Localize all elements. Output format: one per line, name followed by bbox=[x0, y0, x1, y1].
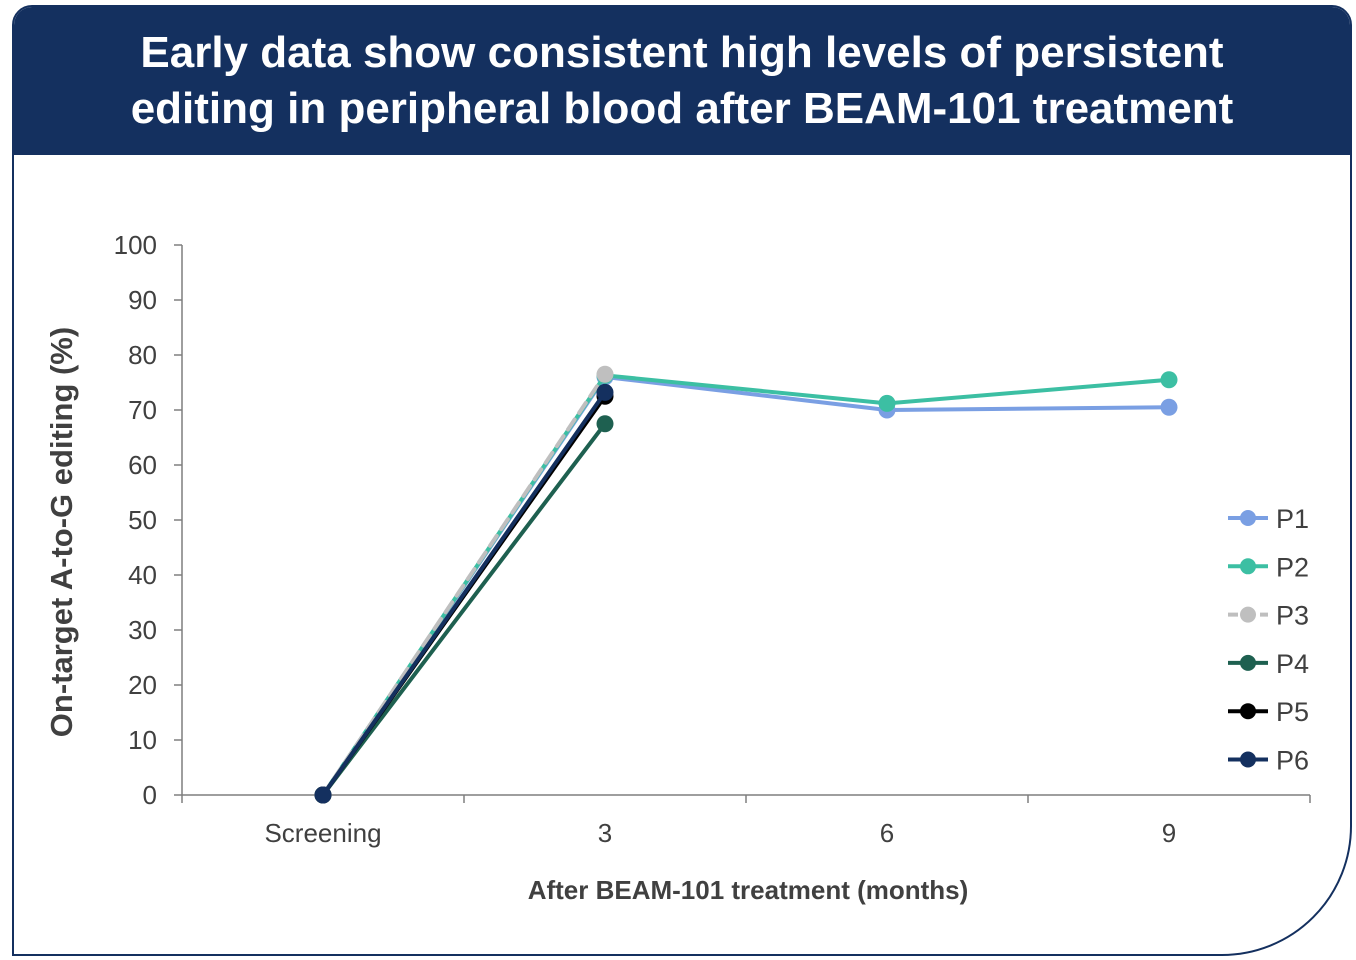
series-line-segment bbox=[321, 421, 607, 797]
data-point bbox=[1160, 371, 1178, 389]
y-tick-label: 60 bbox=[128, 450, 157, 480]
y-tick-label: 70 bbox=[128, 395, 157, 425]
legend: P1 P2 P3 P4 P5 P6 bbox=[1228, 504, 1309, 776]
series-line-segment bbox=[603, 375, 889, 412]
legend-marker bbox=[1240, 703, 1256, 720]
y-tick-label: 50 bbox=[128, 505, 157, 535]
y-tick-label: 0 bbox=[143, 780, 157, 810]
y-tick-label: 40 bbox=[128, 560, 157, 590]
series-line-segment bbox=[885, 377, 1171, 406]
y-tick-label: 20 bbox=[128, 670, 157, 700]
legend-item-p6: P6 bbox=[1228, 746, 1309, 776]
data-point bbox=[596, 365, 614, 383]
y-tick-label: 80 bbox=[128, 340, 157, 370]
legend-label: P5 bbox=[1276, 697, 1309, 727]
x-tick-label: 9 bbox=[1162, 818, 1176, 848]
legend-label: P2 bbox=[1276, 552, 1309, 582]
legend-item-p1: P1 bbox=[1228, 504, 1309, 534]
data-point bbox=[1160, 398, 1178, 416]
legend-marker bbox=[1240, 654, 1256, 671]
data-point bbox=[596, 415, 614, 433]
x-axis: Screening 3 6 9 bbox=[181, 794, 1311, 848]
legend-marker bbox=[1240, 510, 1256, 526]
legend-marker bbox=[1240, 751, 1256, 768]
legend-label: P1 bbox=[1276, 504, 1309, 534]
y-tick-label: 90 bbox=[128, 285, 157, 315]
y-tick-label: 30 bbox=[128, 615, 157, 645]
y-axis-title: On-target A-to-G editing (%) bbox=[44, 327, 79, 737]
series-p2 bbox=[314, 366, 1178, 804]
series-layer bbox=[314, 365, 1178, 804]
series-line-segment bbox=[321, 390, 607, 797]
series-line-segment bbox=[885, 405, 1171, 412]
y-tick-label: 100 bbox=[114, 230, 157, 260]
series-p6 bbox=[314, 383, 614, 804]
legend-item-p3: P3 bbox=[1228, 601, 1309, 631]
legend-item-p4: P4 bbox=[1228, 649, 1309, 679]
slide-header: Early data show consistent high levels o… bbox=[14, 7, 1350, 155]
legend-label: P3 bbox=[1276, 601, 1309, 631]
slide-title-line-2: editing in peripheral blood after BEAM-1… bbox=[130, 84, 1234, 133]
legend-marker bbox=[1240, 558, 1256, 575]
series-line-segment bbox=[603, 373, 889, 406]
legend-item-p2: P2 bbox=[1228, 552, 1309, 582]
x-tick-label: 3 bbox=[598, 818, 612, 848]
legend-label: P4 bbox=[1276, 649, 1309, 679]
y-axis: 0 10 20 30 40 50 60 70 80 90 100 bbox=[114, 230, 183, 810]
legend-item-p5: P5 bbox=[1228, 697, 1309, 727]
series-p1 bbox=[314, 368, 1178, 804]
x-tick-label: Screening bbox=[264, 818, 381, 848]
slide-title: Early data show consistent high levels o… bbox=[111, 25, 1254, 137]
slide-title-line-1: Early data show consistent high levels o… bbox=[140, 28, 1224, 77]
data-point bbox=[596, 383, 614, 401]
legend-label: P6 bbox=[1276, 746, 1309, 776]
y-tick-label: 10 bbox=[128, 725, 157, 755]
data-point bbox=[314, 786, 332, 804]
slide-frame: Early data show consistent high levels o… bbox=[12, 5, 1352, 956]
x-tick-label: 6 bbox=[880, 818, 894, 848]
x-axis-title: After BEAM-101 treatment (months) bbox=[528, 875, 969, 905]
data-point bbox=[878, 394, 896, 412]
legend-marker bbox=[1240, 606, 1256, 623]
